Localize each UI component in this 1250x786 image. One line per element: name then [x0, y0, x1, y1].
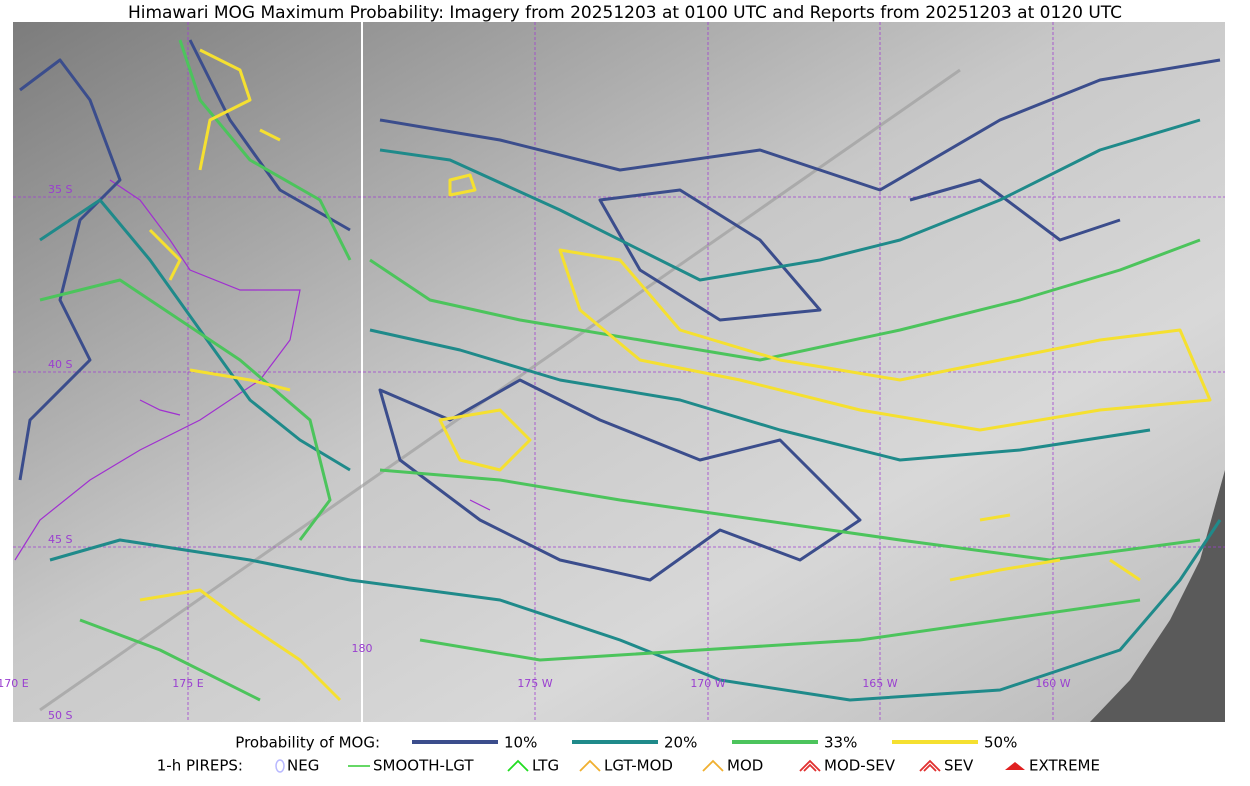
lon-label: 165 W	[862, 677, 897, 690]
map: 35 S 40 S 45 S 50 S 170 E 175 E 180 175 …	[0, 22, 1225, 722]
legend-symbol	[507, 759, 529, 772]
legend: Probability of MOG: 1-h PIREPS: 10% 20% 33…	[157, 734, 1100, 775]
lon-labels: 170 E 175 E 180 175 W 170 W 165 W 160 W	[0, 642, 1071, 690]
legend-label: 10%	[504, 734, 537, 752]
legend-label: LTG	[532, 757, 559, 775]
legend-label: MOD-SEV	[824, 757, 896, 775]
lon-label: 170 W	[690, 677, 725, 690]
legend-label: LGT-MOD	[604, 757, 673, 775]
lon-label: 180	[352, 642, 373, 655]
legend-symbol	[275, 759, 285, 773]
legend-label: SEV	[944, 757, 974, 775]
legend-label: 20%	[664, 734, 697, 752]
lat-label: 45 S	[48, 533, 72, 546]
legend-symbol	[919, 759, 941, 772]
legend-label: EXTREME	[1029, 757, 1100, 775]
lat-labels: 35 S 40 S 45 S 50 S	[48, 183, 72, 722]
lat-label: 50 S	[48, 709, 72, 722]
legend-label: NEG	[287, 757, 319, 775]
lon-label: 175 W	[517, 677, 552, 690]
legend-label: MOD	[727, 757, 763, 775]
legend-title: 1-h PIREPS:	[157, 757, 243, 775]
contours	[18, 39, 1222, 702]
lon-label: 175 E	[172, 677, 203, 690]
lat-label: 35 S	[48, 183, 72, 196]
title: Himawari MOG Maximum Probability: Imager…	[128, 3, 1122, 23]
legend-label: 50%	[984, 734, 1017, 752]
lat-label: 40 S	[48, 358, 72, 371]
legend-label: 33%	[824, 734, 857, 752]
legend-symbol	[579, 759, 601, 772]
lon-label: 170 E	[0, 677, 29, 690]
lon-label: 160 W	[1035, 677, 1070, 690]
legend-title: Probability of MOG:	[235, 734, 380, 752]
legend-label: SMOOTH-LGT	[373, 757, 474, 775]
no-data-area	[1090, 470, 1225, 722]
legend-symbol	[1005, 762, 1025, 770]
coastline	[14, 179, 491, 561]
legend-symbol	[702, 759, 724, 772]
legend-symbol	[799, 759, 821, 772]
